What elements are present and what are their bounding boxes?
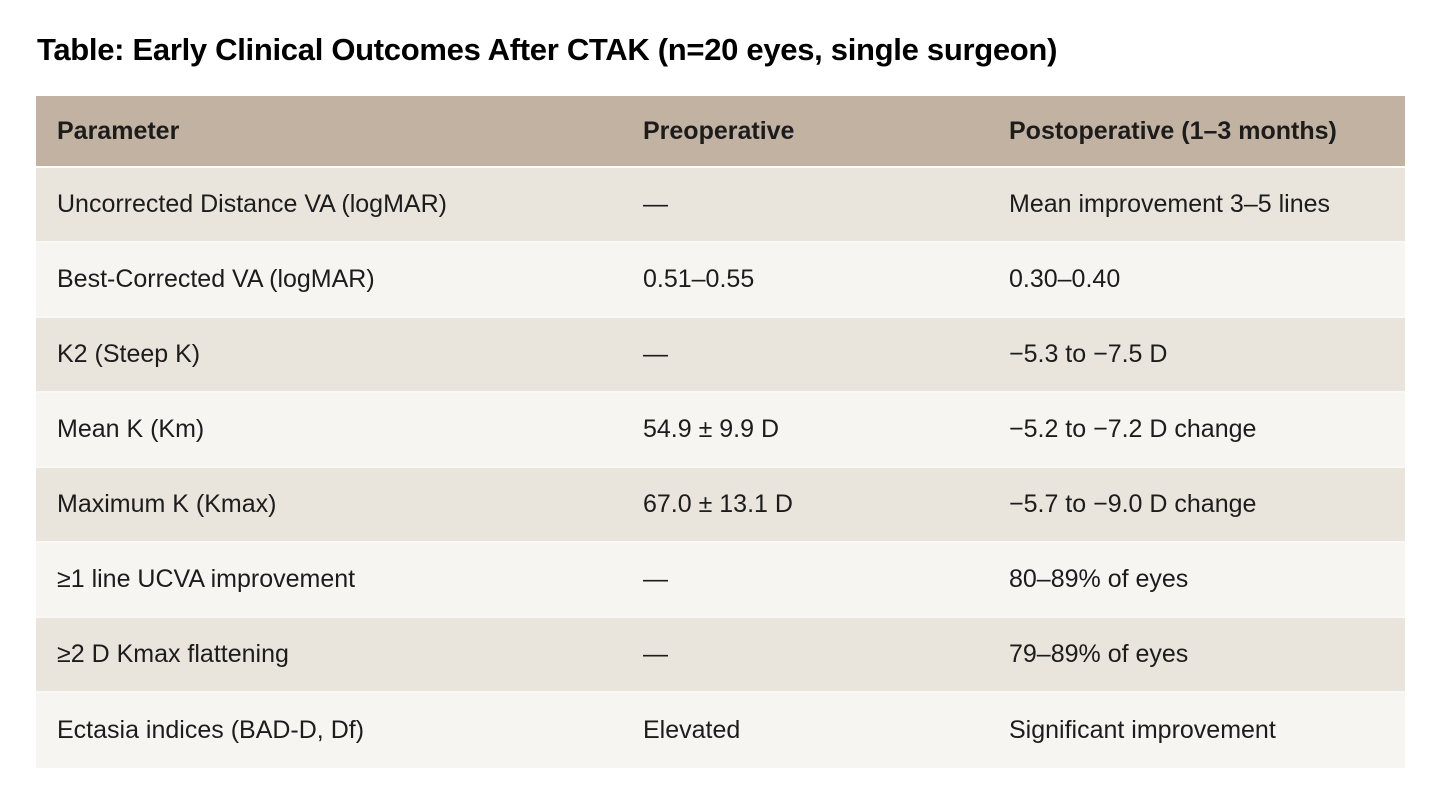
table-cell: — <box>643 340 668 368</box>
table-row: Mean K (Km) 54.9 ± 9.9 D −5.2 to −7.2 D … <box>36 393 1405 468</box>
table-cell: Significant improvement <box>1009 716 1276 744</box>
table-cell: Mean K (Km) <box>57 415 205 443</box>
table-cell: K2 (Steep K) <box>57 340 201 368</box>
table-cell: — <box>643 565 668 593</box>
table-cell: 0.51–0.55 <box>643 265 755 293</box>
header-cell-preoperative: Preoperative <box>643 116 795 145</box>
table-cell: — <box>643 190 668 218</box>
outcomes-table: Parameter Preoperative Postoperative (1–… <box>36 96 1405 768</box>
table-row: K2 (Steep K) — −5.3 to −7.5 D <box>36 318 1405 393</box>
header-cell-postoperative: Postoperative (1–3 months) <box>1009 116 1337 145</box>
table-cell: 80–89% of eyes <box>1009 565 1189 593</box>
table-cell: Mean improvement 3–5 lines <box>1009 190 1330 218</box>
header-cell-parameter: Parameter <box>57 116 180 145</box>
table-cell: Uncorrected Distance VA (logMAR) <box>57 190 447 218</box>
table-cell: 0.30–0.40 <box>1009 265 1121 293</box>
table-row: Ectasia indices (BAD-D, Df) Elevated Sig… <box>36 693 1405 768</box>
table-body: Uncorrected Distance VA (logMAR) — Mean … <box>36 168 1405 768</box>
table-cell: Ectasia indices (BAD-D, Df) <box>57 716 365 744</box>
table-cell: Maximum K (Kmax) <box>57 490 277 518</box>
table-cell: 67.0 ± 13.1 D <box>643 490 793 518</box>
table-row: ≥2 D Kmax flattening — 79–89% of eyes <box>36 618 1405 693</box>
table-cell: −5.2 to −7.2 D change <box>1009 415 1257 443</box>
table-row: Best-Corrected VA (logMAR) 0.51–0.55 0.3… <box>36 243 1405 318</box>
table-row: ≥1 line UCVA improvement — 80–89% of eye… <box>36 543 1405 618</box>
table-cell: Best-Corrected VA (logMAR) <box>57 265 375 293</box>
table-cell: ≥1 line UCVA improvement <box>57 565 356 593</box>
table-cell: 54.9 ± 9.9 D <box>643 415 780 443</box>
table-cell: Elevated <box>643 716 741 744</box>
table-cell: −5.3 to −7.5 D <box>1009 340 1168 368</box>
page-title: Table: Early Clinical Outcomes After CTA… <box>37 32 1058 67</box>
table-cell: 79–89% of eyes <box>1009 640 1189 668</box>
table-row: Uncorrected Distance VA (logMAR) — Mean … <box>36 168 1405 243</box>
table-cell: ≥2 D Kmax flattening <box>57 640 289 668</box>
table-cell: −5.7 to −9.0 D change <box>1009 490 1257 518</box>
table-header-row: Parameter Preoperative Postoperative (1–… <box>36 96 1405 166</box>
table-row: Maximum K (Kmax) 67.0 ± 13.1 D −5.7 to −… <box>36 468 1405 543</box>
table-cell: — <box>643 640 668 668</box>
